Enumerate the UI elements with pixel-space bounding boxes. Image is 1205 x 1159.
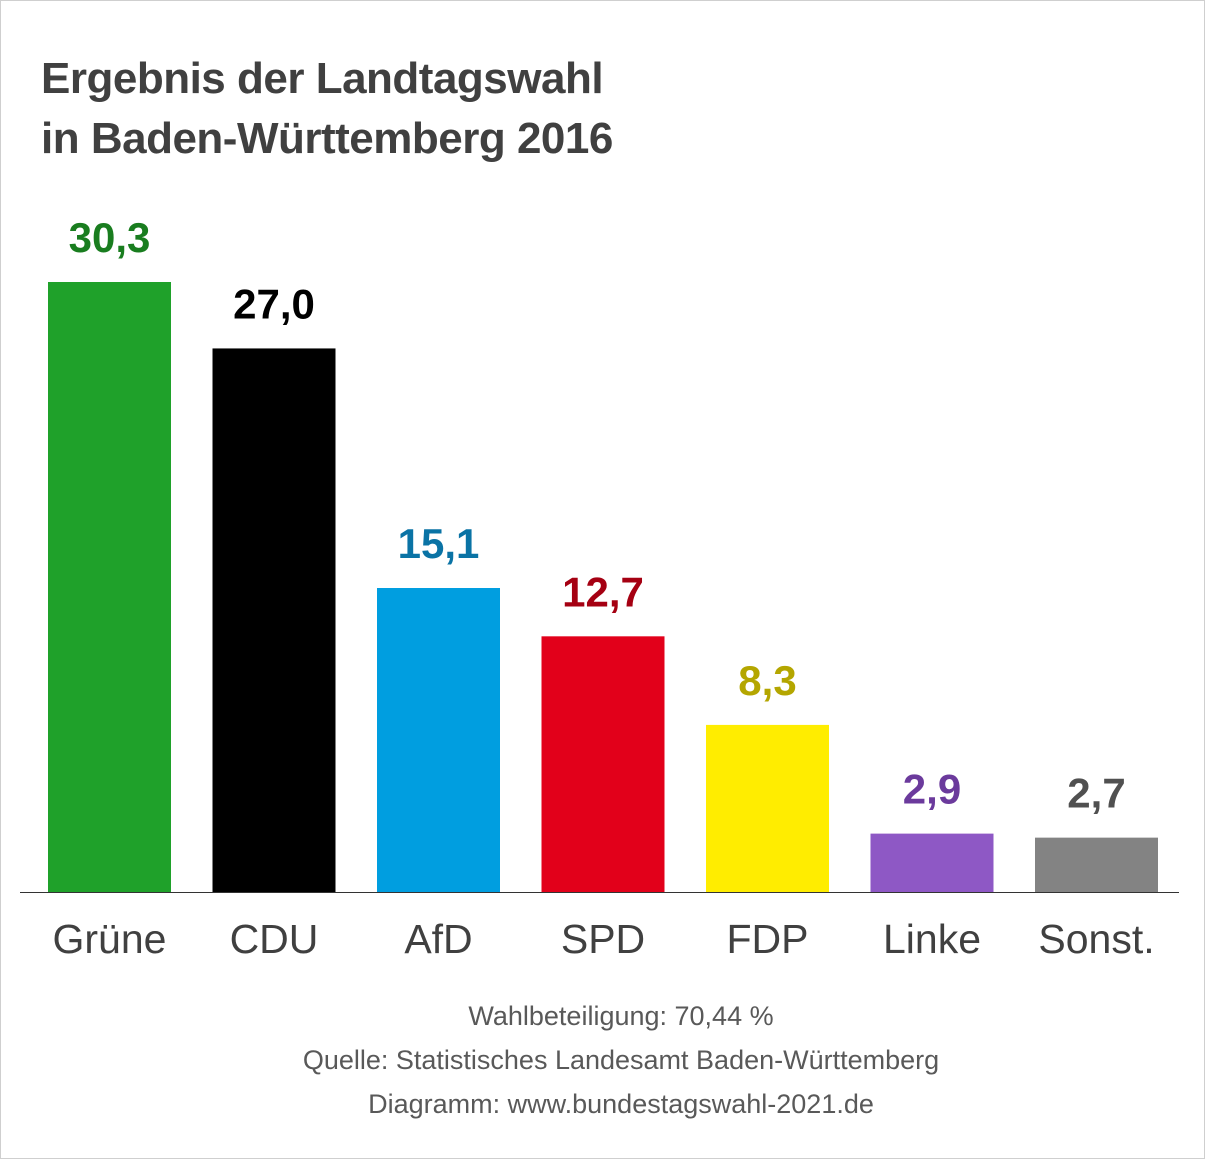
category-label-grne: Grüne <box>53 916 167 962</box>
category-label-afd: AfD <box>404 916 472 962</box>
bar-linke <box>870 833 994 892</box>
chart-title: Ergebnis der Landtagswahl in Baden-Württ… <box>41 49 613 169</box>
bar-sonst <box>1035 837 1158 892</box>
value-label-fdp: 8,3 <box>738 657 796 704</box>
category-label-fdp: FDP <box>727 916 809 962</box>
value-label-linke: 2,9 <box>903 766 961 813</box>
turnout-note: Wahlbeteiligung: 70,44 % <box>468 1001 774 1031</box>
value-label-cdu: 27,0 <box>233 280 315 327</box>
value-label-spd: 12,7 <box>562 568 644 615</box>
category-label-cdu: CDU <box>230 916 319 962</box>
value-label-sonst: 2,7 <box>1067 770 1125 817</box>
value-label-grne: 30,3 <box>69 214 151 261</box>
value-label-afd: 15,1 <box>398 520 480 567</box>
bar-grne <box>48 282 171 892</box>
bar-afd <box>377 588 500 892</box>
chart-title-line-2: in Baden-Württemberg 2016 <box>41 114 613 163</box>
category-label-linke: Linke <box>883 916 981 962</box>
bar-spd <box>541 636 665 892</box>
category-label-sonst: Sonst. <box>1038 916 1154 962</box>
bar-cdu <box>212 348 336 892</box>
credit-note: Diagramm: www.bundestagswahl-2021.de <box>368 1089 874 1119</box>
category-label-spd: SPD <box>561 916 645 962</box>
bar-chart: 30,3 Grüne 27,0 CDU 15,1 AfD 12,7 SPD 8,3 FDP 2,9 L… <box>20 214 1179 962</box>
bar-fdp <box>706 724 829 892</box>
source-note: Quelle: Statistisches Landesamt Baden-Wü… <box>302 1045 940 1075</box>
chart-title-line-1: Ergebnis der Landtagswahl <box>41 54 604 103</box>
